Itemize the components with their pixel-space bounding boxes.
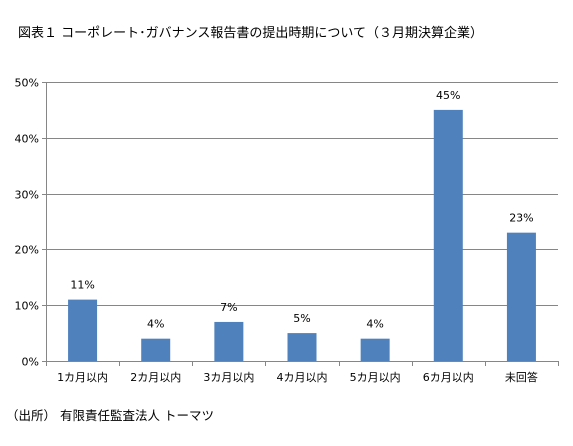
bar bbox=[506, 232, 536, 361]
y-tick-label: 40% bbox=[15, 133, 39, 146]
data-label: 45% bbox=[436, 89, 460, 102]
x-tick-label: 4カ月以内 bbox=[277, 370, 328, 384]
data-label: 23% bbox=[509, 212, 533, 225]
y-tick-label: 10% bbox=[15, 300, 39, 313]
source-note: （出所） 有限責任監査法人 トーマツ bbox=[6, 408, 214, 423]
chart-title: 図表１ コーポレート･ガバナンス報告書の提出時期について（３月期決算企業） bbox=[18, 26, 483, 41]
data-label: 4% bbox=[147, 318, 164, 331]
y-tick-label: 30% bbox=[15, 189, 39, 202]
data-label: 4% bbox=[366, 318, 383, 331]
bar bbox=[287, 333, 317, 361]
bar bbox=[360, 338, 390, 361]
x-tick-label: 3カ月以内 bbox=[203, 370, 254, 384]
labels: 0% 10% 20% 30% 40% 50% 11% 1カ月以内 4% 2カ月以内 7% 3カ月以内 5… bbox=[15, 77, 538, 385]
data-label: 5% bbox=[293, 312, 310, 325]
y-tick-label: 50% bbox=[15, 77, 39, 90]
data-label: 7% bbox=[220, 301, 237, 314]
x-tick-label: 2カ月以内 bbox=[130, 370, 181, 384]
bar bbox=[214, 321, 244, 361]
x-tick-label: 未回答 bbox=[505, 370, 538, 384]
x-tick-label: 6カ月以内 bbox=[423, 370, 474, 384]
x-tick-label: 5カ月以内 bbox=[350, 370, 401, 384]
bars bbox=[68, 109, 536, 362]
x-tick-label: 1カ月以内 bbox=[57, 370, 108, 384]
bar bbox=[68, 299, 98, 361]
bar bbox=[433, 109, 463, 362]
bar bbox=[141, 338, 171, 361]
axes bbox=[42, 82, 559, 366]
gridlines bbox=[46, 82, 558, 306]
y-tick-label: 0% bbox=[22, 356, 39, 369]
y-tick-label: 20% bbox=[15, 244, 39, 257]
data-label: 11% bbox=[70, 279, 94, 292]
